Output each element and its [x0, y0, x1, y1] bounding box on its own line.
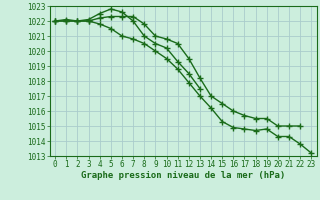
X-axis label: Graphe pression niveau de la mer (hPa): Graphe pression niveau de la mer (hPa): [81, 171, 285, 180]
